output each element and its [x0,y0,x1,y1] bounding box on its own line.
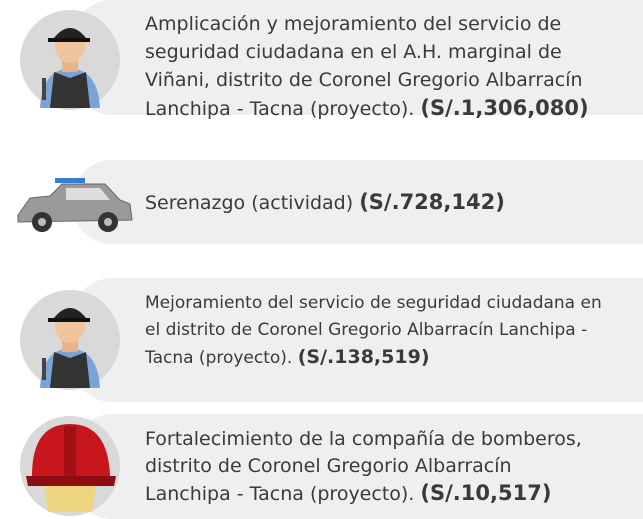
text-line: el distrito de Coronel Gregorio Albarrac… [145,317,643,344]
line-text: seguridad ciudadana en el A.H. marginal … [145,41,562,63]
text-line: Fortalecimiento de la compañía de bomber… [145,426,643,453]
amount: (S/.138,519) [297,346,430,368]
item-panel [72,414,643,519]
text-line: Serenazgo (actividad) (S/.728,142) [145,188,643,217]
line-text: Serenazgo (actividad) [145,192,354,214]
helmet-icon [20,416,120,516]
guard-icon [20,290,120,390]
item-panel [72,160,643,244]
car-icon [17,178,133,232]
text-line: seguridad ciudadana en el A.H. marginal … [145,38,643,66]
amount: (S/.728,142) [359,190,505,214]
line-text: Amplicación y mejoramiento del servicio … [145,13,562,35]
line-text: Lanchipa - Tacna (proyecto). [145,483,415,505]
item-panel [72,0,643,115]
text-line: Tacna (proyecto). (S/.138,519) [145,344,643,372]
line-text: Fortalecimiento de la compañía de bomber… [145,428,582,450]
line-text: Mejoramiento del servicio de seguridad c… [145,293,602,313]
item-text: Fortalecimiento de la compañía de bomber… [145,426,643,508]
amount: (S/.1,306,080) [420,96,589,120]
text-line: Lanchipa - Tacna (proyecto). (S/.1,306,0… [145,94,643,123]
line-text: Lanchipa - Tacna (proyecto). [145,98,415,120]
text-line: Amplicación y mejoramiento del servicio … [145,10,643,38]
line-text: el distrito de Coronel Gregorio Albarrac… [145,320,588,340]
text-line: Lanchipa - Tacna (proyecto). (S/.10,517) [145,480,643,508]
guard-icon [20,10,120,110]
line-text: Viñani, distrito de Coronel Gregorio Alb… [145,69,583,91]
item-text: Serenazgo (actividad) (S/.728,142) [145,188,643,217]
item-text: Mejoramiento del servicio de seguridad c… [145,290,643,372]
text-line: Mejoramiento del servicio de seguridad c… [145,290,643,317]
text-line: distrito de Coronel Gregorio Albarracín [145,453,643,480]
item-panel [72,278,643,402]
item-text: Amplicación y mejoramiento del servicio … [145,10,643,123]
line-text: distrito de Coronel Gregorio Albarracín [145,455,512,477]
text-line: Viñani, distrito de Coronel Gregorio Alb… [145,66,643,94]
line-text: Tacna (proyecto). [145,348,293,368]
amount: (S/.10,517) [420,481,552,505]
